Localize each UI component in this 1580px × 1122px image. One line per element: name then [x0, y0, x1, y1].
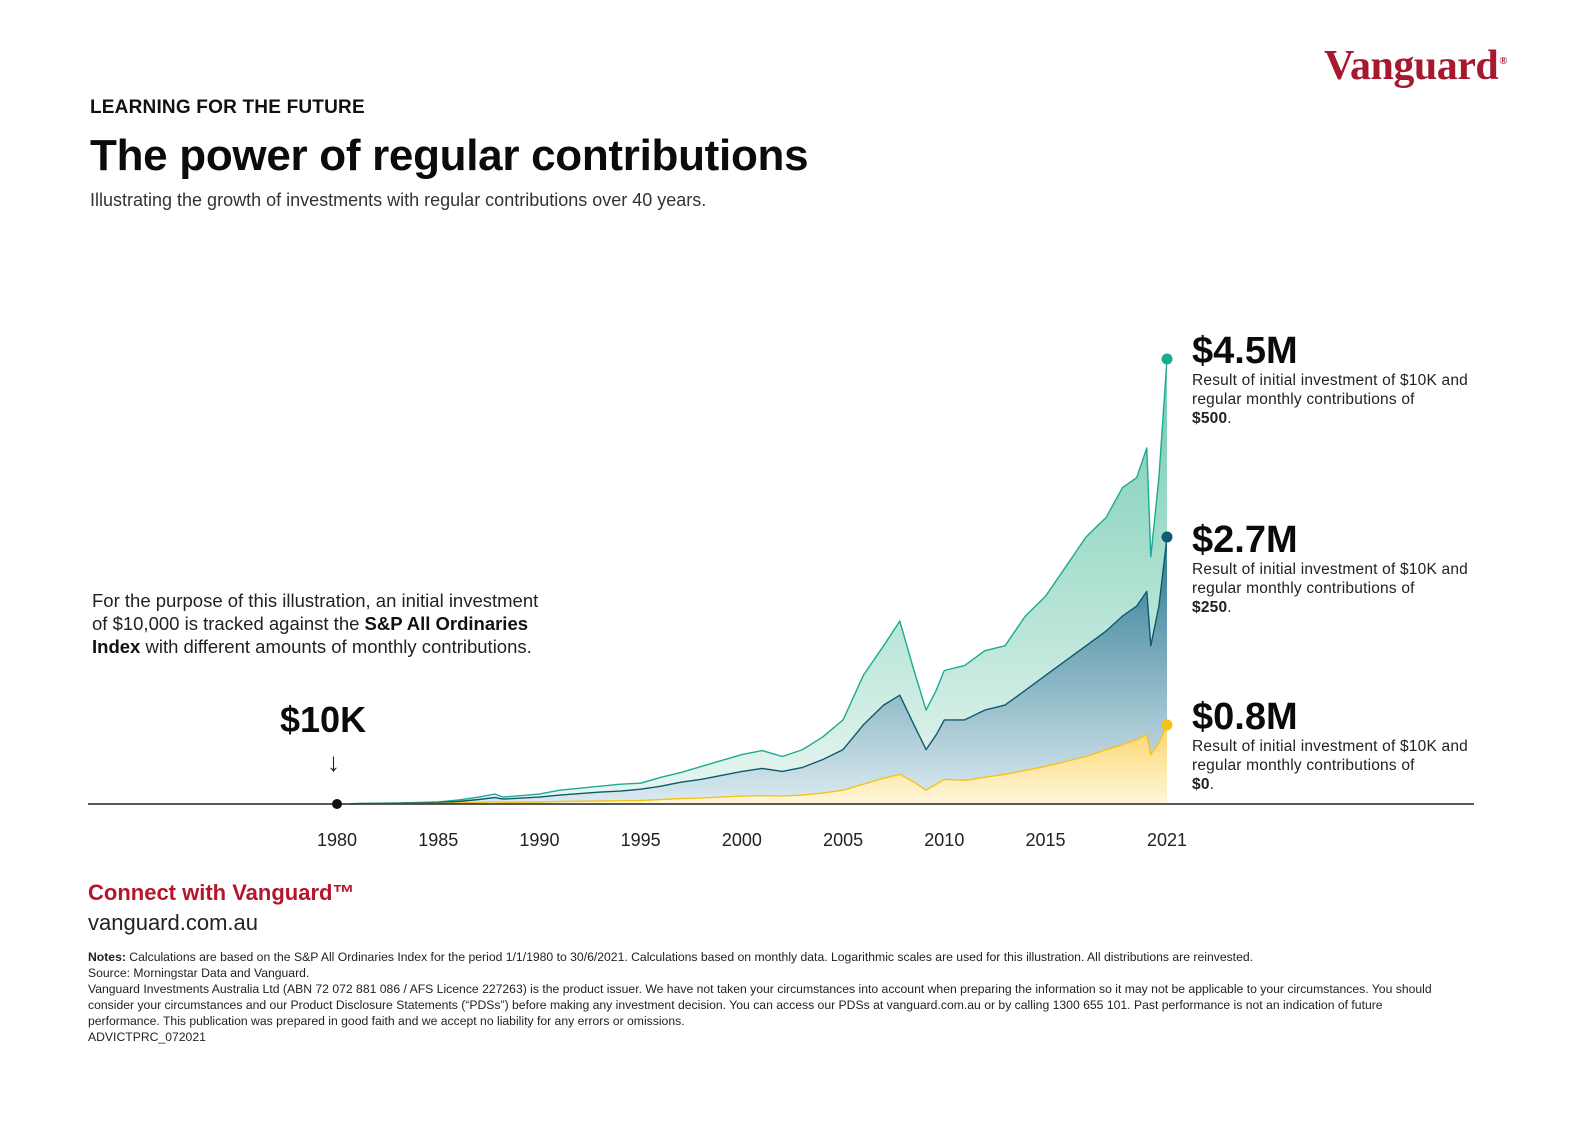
index-name: S&P All Ordinaries Index: [92, 613, 529, 657]
annotation-desc: Result of initial investment of $10K and…: [1192, 372, 1468, 427]
series-area-0: [351, 724, 1167, 804]
x-tick-label: 2021: [1147, 830, 1187, 850]
x-tick-label: 1980: [317, 830, 357, 850]
publication-code: ADVICTPRC_072021: [88, 1030, 206, 1044]
x-tick-label: 1985: [418, 830, 458, 850]
x-tick-label: 2015: [1026, 830, 1066, 850]
annotation-value: $4.5M: [1192, 330, 1298, 372]
series-line-0: [350, 724, 1168, 805]
annotation-value: $2.7M: [1192, 519, 1298, 561]
annotation-desc: Result of initial investment of $10K and…: [1192, 738, 1468, 793]
source-line: Source: Morningstar Data and Vanguard.: [88, 966, 310, 980]
annotation-value: $0.8M: [1192, 696, 1298, 738]
page-kicker: LEARNING FOR THE FUTURE: [90, 97, 365, 118]
annotation-desc: Result of initial investment of $10K and…: [1192, 561, 1468, 616]
page-subtitle: Illustrating the growth of investments w…: [90, 190, 707, 210]
annotation-500: $4.5M Result of initial investment of $1…: [1192, 331, 1512, 428]
x-tick-labels: 1980 1985 1990 1995 2000 2005 2010 2015 2021: [317, 830, 1187, 850]
growth-area-chart: 1980 1985 1990 1995 2000 2005 2010 2015 2021: [88, 353, 1474, 850]
x-tick-label: 1990: [519, 830, 559, 850]
x-tick-label: 2010: [924, 830, 964, 850]
connect-heading: Connect with Vanguard™: [88, 880, 355, 905]
vanguard-logo: Vanguard®: [1324, 43, 1507, 89]
x-tick-label: 1995: [621, 830, 661, 850]
series-area-250: [351, 537, 1167, 804]
end-dot-250: [1161, 531, 1173, 543]
series-line-250: [350, 536, 1168, 805]
start-value-label: $10K: [280, 699, 367, 740]
annotation-0: $0.8M Result of initial investment of $1…: [1192, 697, 1512, 794]
end-dot-500: [1161, 353, 1173, 365]
intro-text: For the purpose of this illustration, an…: [92, 590, 539, 657]
annotation-250: $2.7M Result of initial investment of $1…: [1192, 520, 1512, 617]
start-point-marker: [332, 799, 342, 809]
x-tick-label: 2000: [722, 830, 762, 850]
notes-line: Notes: Calculations are based on the S&P…: [88, 950, 1254, 964]
series-area-500: [351, 359, 1167, 804]
end-dot-0: [1161, 719, 1173, 731]
series-layer: [350, 358, 1168, 805]
page-title: The power of regular contributions: [90, 131, 809, 180]
notes-block: Notes: Calculations are based on the S&P…: [88, 949, 1438, 1045]
disclaimer-line: Vanguard Investments Australia Ltd (ABN …: [88, 982, 1432, 1028]
end-point-markers: [1161, 353, 1173, 731]
x-tick-label: 2005: [823, 830, 863, 850]
website-link[interactable]: vanguard.com.au: [88, 910, 258, 935]
series-line-500: [350, 358, 1168, 805]
down-arrow-icon: ↓: [327, 747, 340, 777]
registered-mark: ®: [1499, 55, 1507, 67]
